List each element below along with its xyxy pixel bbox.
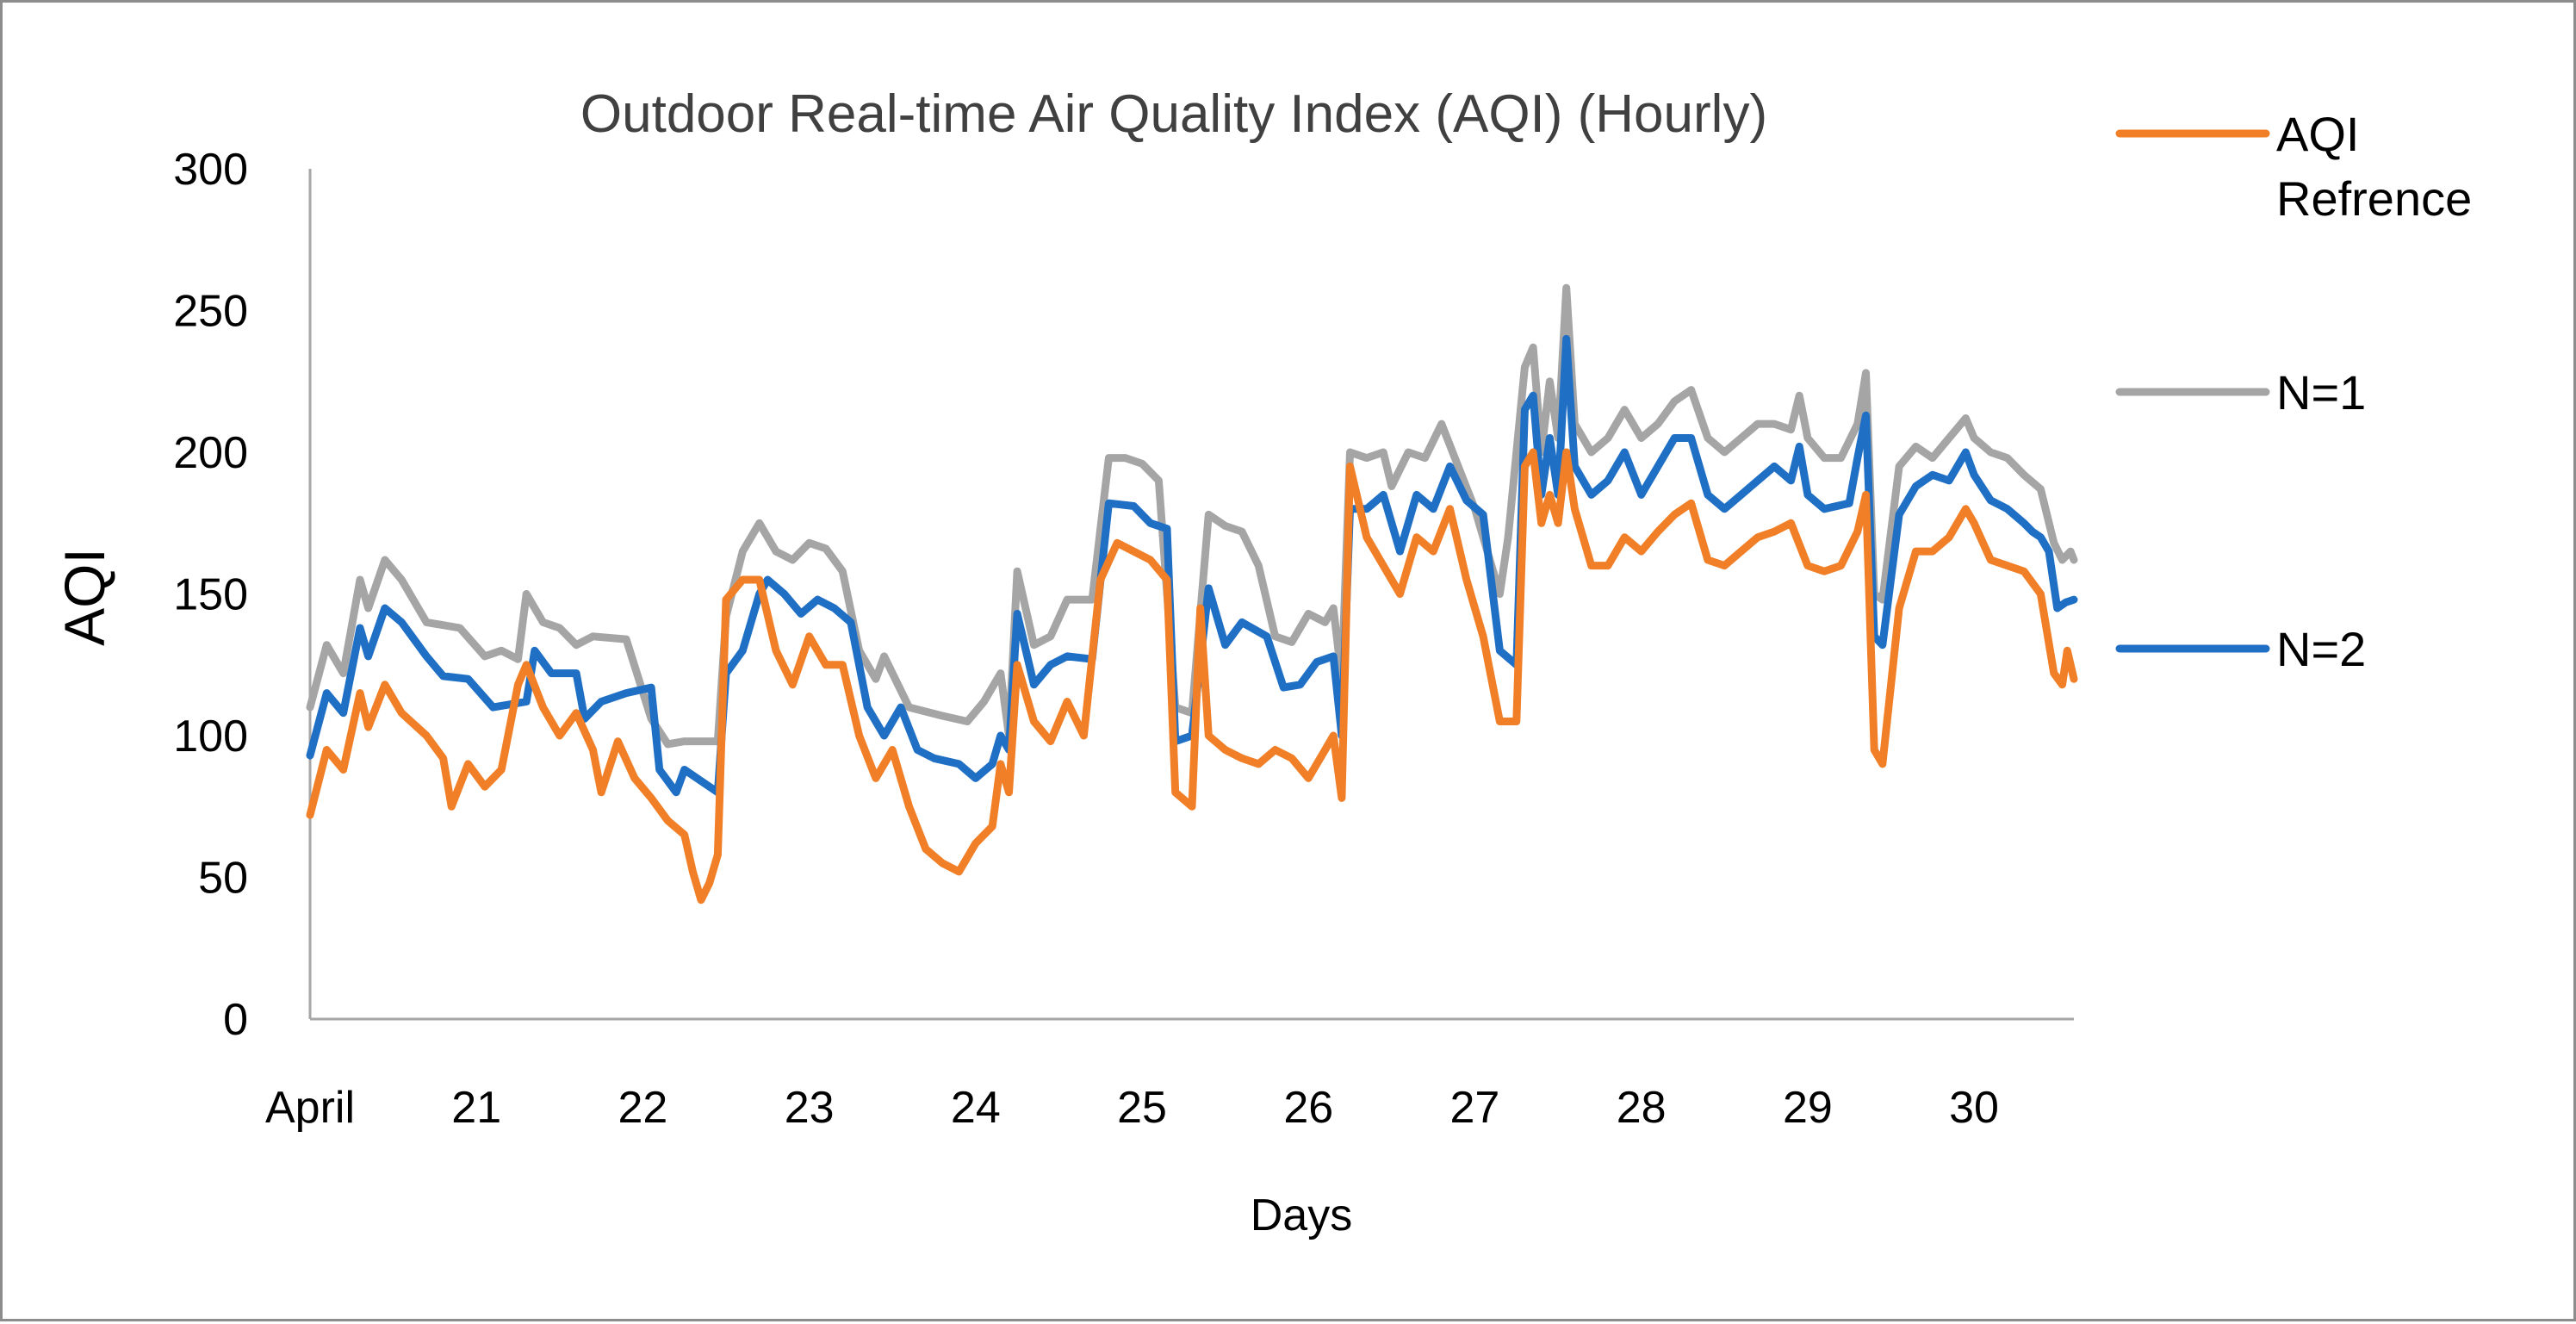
x-axis-label: Days (1251, 1190, 1352, 1240)
series-line-n-1 (306, 283, 2078, 749)
legend: AQI Refrence N=1 N=2 (2115, 107, 2472, 676)
series-line-aqi-refrence (306, 448, 2078, 904)
x-tick-label: 27 (1450, 1083, 1500, 1133)
x-tick-label: 23 (785, 1083, 835, 1133)
y-tick-label: 50 (198, 854, 248, 904)
x-tick-label: 24 (951, 1083, 1001, 1133)
legend-label-aqi-refrence-line2: Refrence (2276, 171, 2472, 226)
x-tick-label: 25 (1117, 1083, 1167, 1133)
y-tick-label: 200 (173, 428, 248, 478)
series-lines (306, 283, 2078, 904)
x-tick-label: 26 (1283, 1083, 1333, 1133)
y-tick-label: 150 (173, 570, 248, 620)
y-tick-label: 0 (223, 995, 248, 1045)
x-tick-label: 28 (1617, 1083, 1667, 1133)
x-tick-label: 30 (1949, 1083, 1999, 1133)
y-tick-label: 100 (173, 712, 248, 761)
legend-label-aqi-refrence: AQI (2276, 107, 2359, 161)
line-chart: Outdoor Real-time Air Quality Index (AQI… (53, 84, 2472, 1240)
y-axis-label: AQI (53, 548, 116, 646)
x-tick-label: 29 (1783, 1083, 1833, 1133)
x-tick-label: April (265, 1083, 355, 1133)
series-line-n-2 (306, 334, 2078, 797)
chart-title: Outdoor Real-time Air Quality Index (AQI… (580, 84, 1767, 144)
y-tick-label: 300 (173, 145, 248, 195)
x-tick-label: 21 (451, 1083, 501, 1133)
x-tick-label: 22 (618, 1083, 667, 1133)
axes: 0 50 100 150 200 250 300 April 21 22 23 24 25 26 27 28 2… (173, 145, 2074, 1133)
legend-label-n-1: N=1 (2276, 365, 2366, 420)
legend-label-n-2: N=2 (2276, 622, 2366, 676)
y-tick-label: 250 (173, 287, 248, 337)
